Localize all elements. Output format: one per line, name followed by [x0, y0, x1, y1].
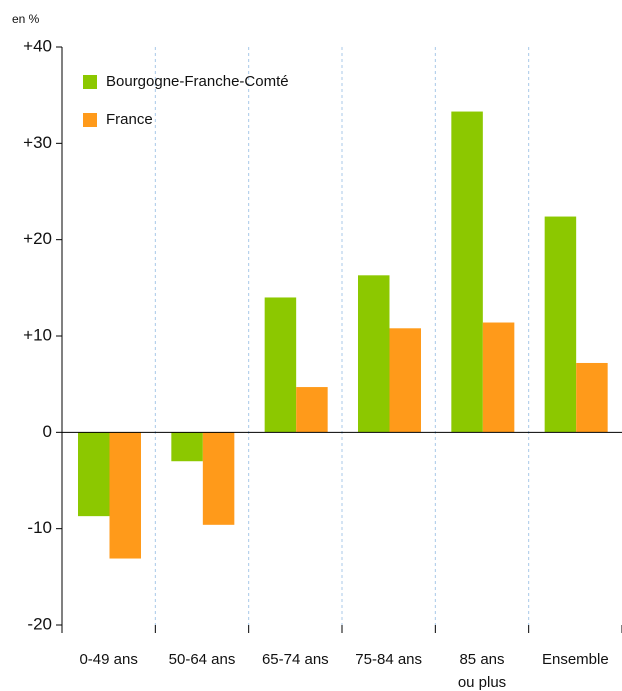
y-tick-label: +10 [23, 325, 52, 344]
bar [109, 432, 141, 559]
legend-swatch [83, 75, 97, 89]
bar [358, 275, 390, 433]
y-tick-label: +40 [23, 36, 52, 55]
legend-swatch [83, 113, 97, 127]
y-tick-label: 0 [43, 422, 52, 441]
bar [202, 432, 235, 525]
x-tick-label: 85 ans ou plus [458, 651, 506, 691]
y-tick-label: -10 [27, 518, 52, 537]
bar [264, 297, 297, 433]
legend-label: France [106, 111, 153, 128]
legend-label: Bourgogne-Franche-Comté [106, 73, 289, 90]
y-axis-label: en % [12, 12, 40, 26]
bar [451, 111, 483, 433]
y-tick-label: +30 [23, 133, 52, 152]
bar [171, 432, 203, 462]
x-tick-label: 0-49 ans [79, 651, 137, 668]
bar [576, 362, 608, 433]
bar [78, 432, 110, 517]
y-tick-label: +20 [23, 229, 52, 248]
x-tick-label: 75-84 ans [355, 651, 422, 668]
y-tick-label: -20 [27, 614, 52, 633]
bar [296, 387, 328, 433]
bar [389, 328, 421, 433]
x-tick-label: 65-74 ans [262, 651, 329, 668]
bar [482, 322, 515, 433]
x-tick-label: 50-64 ans [169, 651, 236, 668]
x-tick-label: Ensemble [542, 651, 609, 668]
bar [544, 216, 577, 433]
